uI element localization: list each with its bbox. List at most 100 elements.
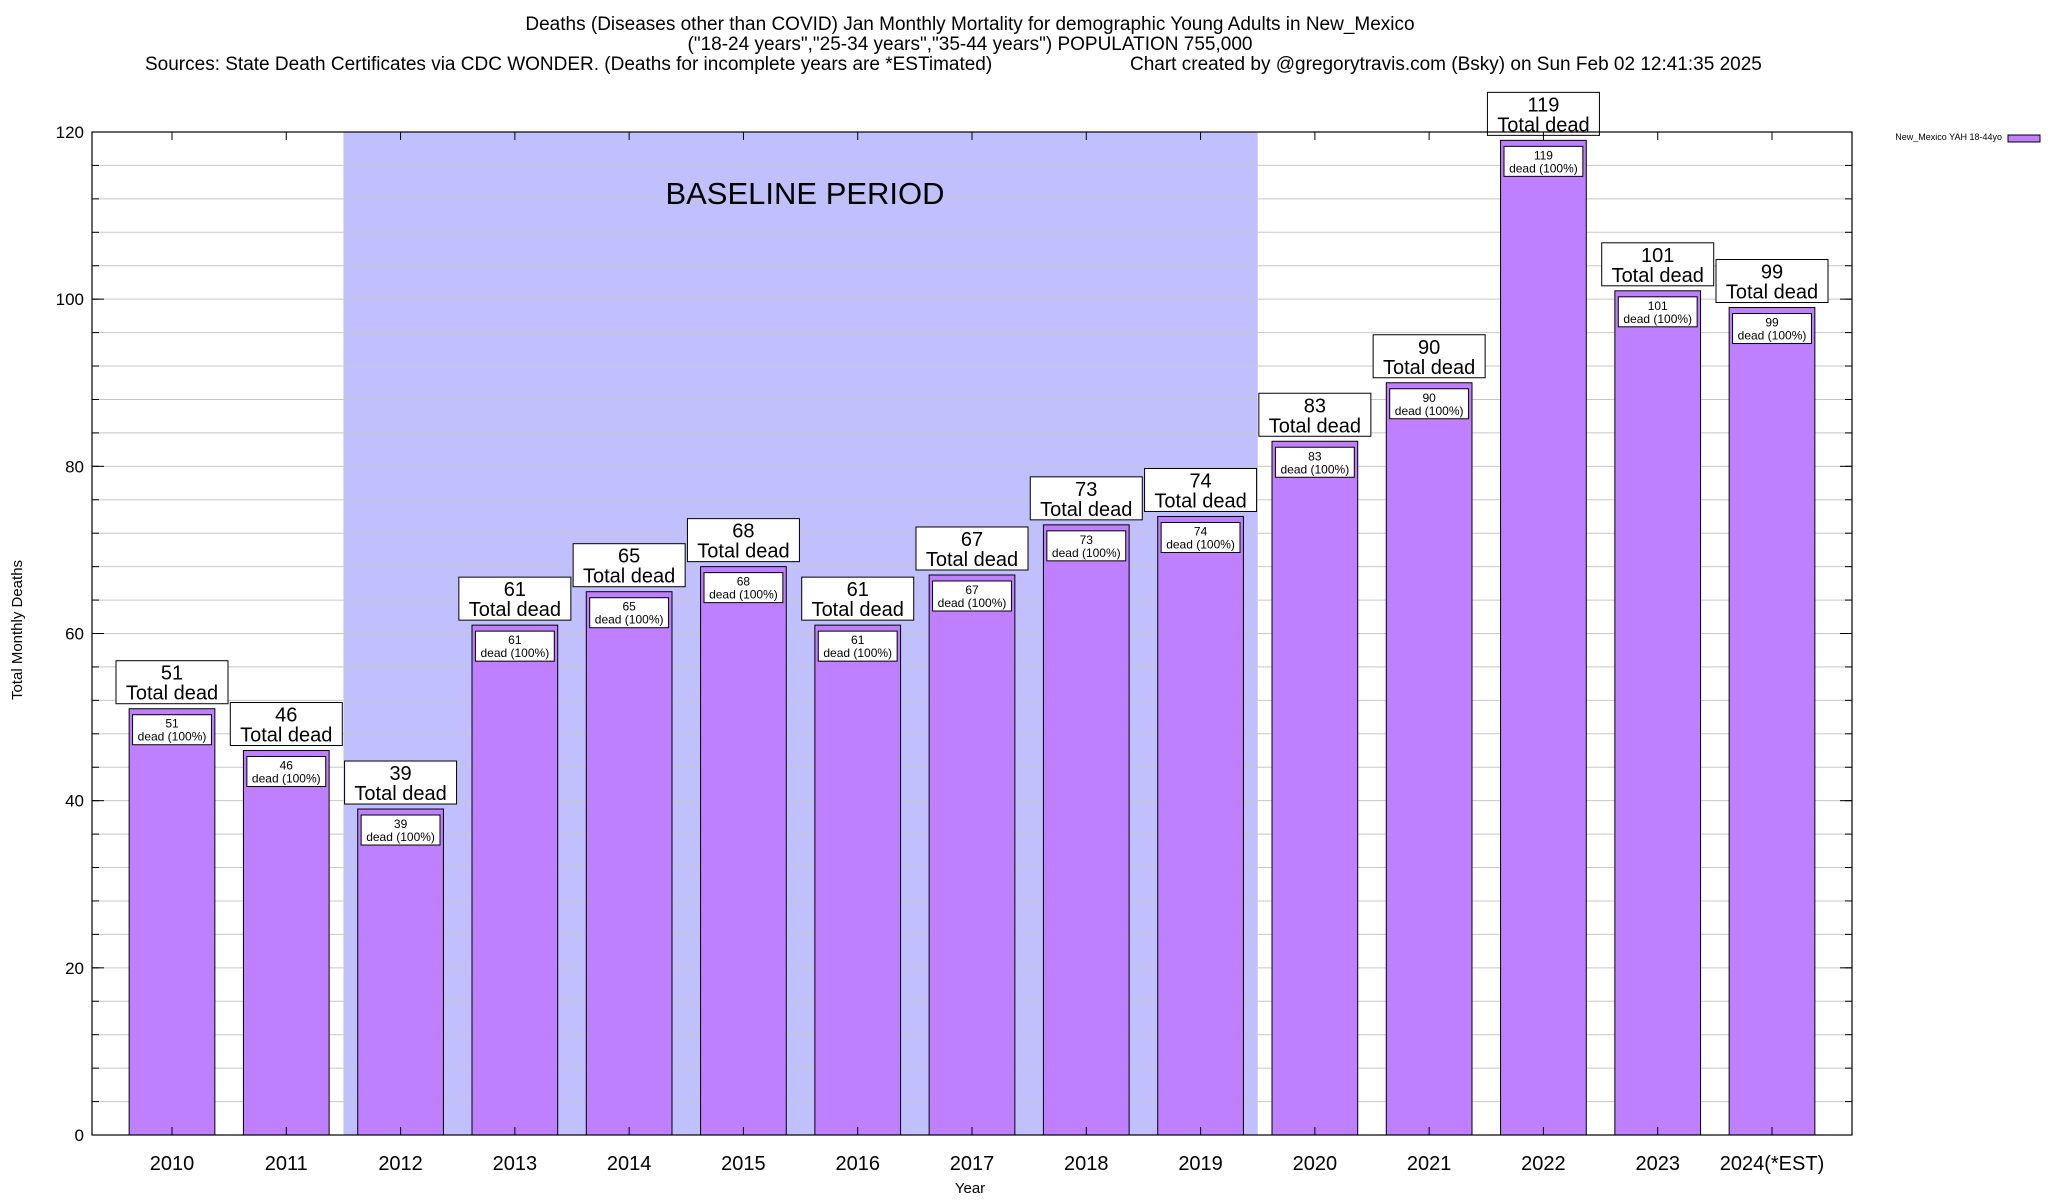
bar-inner-value: 61 xyxy=(851,633,865,647)
bar-total-value: 99 xyxy=(1761,262,1783,284)
bar-total-value: 90 xyxy=(1418,337,1440,359)
bar-inner-value: 39 xyxy=(394,817,408,831)
x-tick-label: 2012 xyxy=(378,1153,423,1175)
bar-inner-label: dead (100%) xyxy=(1166,537,1235,551)
x-tick-label: 2016 xyxy=(835,1153,880,1175)
bar-inner-value: 67 xyxy=(965,583,979,597)
bar-inner-label: dead (100%) xyxy=(938,596,1007,610)
bar xyxy=(1500,139,1587,1136)
bar-total-label: Total dead xyxy=(697,541,789,563)
bar-inner-label-box xyxy=(589,597,670,629)
bar xyxy=(1157,515,1244,1136)
bar-inner-label: dead (100%) xyxy=(366,830,435,844)
bar-inner-value: 74 xyxy=(1194,524,1208,538)
bar-inner-label-box xyxy=(246,756,327,788)
bar-total-value: 61 xyxy=(847,579,869,601)
bar-total-label: Total dead xyxy=(1269,415,1361,437)
bar-total-value: 51 xyxy=(161,663,183,685)
bar-total-label-box xyxy=(1486,91,1600,136)
bar-inner-label-box xyxy=(932,580,1012,612)
bar-total-label: Total dead xyxy=(469,599,561,621)
bar-inner-label: dead (100%) xyxy=(823,646,892,660)
bar xyxy=(1385,382,1473,1136)
x-tick-label: 2022 xyxy=(1521,1153,1566,1175)
bar xyxy=(1042,524,1130,1136)
bar-total-value: 73 xyxy=(1075,479,1097,501)
bar-inner-label: dead (100%) xyxy=(252,772,321,786)
bar-total-label-box xyxy=(572,543,686,588)
x-tick-label: 2017 xyxy=(950,1153,995,1175)
bar-total-value: 46 xyxy=(275,705,297,727)
bar-inner-label-box xyxy=(1389,388,1470,420)
bar-inner-label: dead (100%) xyxy=(1052,546,1121,560)
bar-total-label-box xyxy=(915,526,1029,571)
bar xyxy=(1271,440,1359,1136)
bar-total-label-box xyxy=(1029,476,1143,521)
bar-inner-label-box xyxy=(1160,521,1241,553)
bar-total-value: 74 xyxy=(1189,470,1211,492)
bar-total-value: 39 xyxy=(389,763,411,785)
bar-total-value: 119 xyxy=(1527,94,1559,116)
x-tick-label: 2015 xyxy=(721,1153,766,1175)
bar-inner-value: 90 xyxy=(1422,391,1436,405)
bar-inner-label: dead (100%) xyxy=(1395,404,1464,418)
x-axis-label: Year xyxy=(955,1180,985,1197)
bar-total-label: Total dead xyxy=(926,549,1018,571)
y-tick-label: 20 xyxy=(65,959,84,978)
bar-inner-label-box xyxy=(1046,530,1127,562)
chart-sources: Sources: State Death Certificates via CD… xyxy=(145,54,992,75)
bar xyxy=(128,708,216,1136)
y-tick-label: 80 xyxy=(65,457,84,476)
axis-layer: 0 20 40 60 80 100 120 2010 2011 2012 2013 2014 2015 2… xyxy=(56,123,1853,1175)
bar-total-label-box xyxy=(458,576,572,621)
bar-total-value: 67 xyxy=(961,529,983,551)
bar-total-value: 65 xyxy=(618,546,640,568)
x-tick-label: 2011 xyxy=(265,1153,308,1175)
bar-total-label: Total dead xyxy=(812,599,904,621)
bar-inner-label: dead (100%) xyxy=(1623,312,1692,326)
bar-inner-label-box xyxy=(1617,296,1698,328)
bar-total-label: Total dead xyxy=(1040,499,1132,521)
y-tick-label: 120 xyxy=(56,123,84,142)
bar-total-label: Total dead xyxy=(126,683,218,705)
bar xyxy=(700,566,787,1136)
y-axis-label: Total Monthly Deaths xyxy=(9,560,26,700)
bar-inner-value: 65 xyxy=(622,600,636,614)
bar-total-label-box xyxy=(229,702,343,747)
chart-title-line-2: ("18-24 years","25-34 years","35-44 year… xyxy=(688,34,1253,55)
bar-inner-label: dead (100%) xyxy=(138,730,207,744)
bar xyxy=(1614,290,1702,1136)
bar-inner-value: 61 xyxy=(508,633,522,647)
y-tick-label: 100 xyxy=(56,290,84,309)
bar-total-label: Total dead xyxy=(1726,282,1818,304)
bar-inner-label-box xyxy=(474,630,555,662)
bar-total-value: 61 xyxy=(504,579,526,601)
bar-total-label-box xyxy=(344,760,458,805)
bar-inner-value: 73 xyxy=(1080,533,1094,547)
x-tick-label: 2013 xyxy=(493,1153,538,1175)
bar-inner-label: dead (100%) xyxy=(480,646,549,660)
y-tick-label: 60 xyxy=(65,625,84,644)
bar-total-label: Total dead xyxy=(1154,490,1246,512)
bar xyxy=(928,574,1016,1136)
x-tick-label: 2014 xyxy=(607,1153,652,1175)
bar-total-label: Total dead xyxy=(1612,265,1704,287)
bar-total-value: 101 xyxy=(1641,245,1674,267)
y-tick-label: 0 xyxy=(75,1126,84,1145)
bar-inner-value: 46 xyxy=(280,759,294,773)
x-tick-label: 2020 xyxy=(1293,1153,1338,1175)
bar-inner-value: 119 xyxy=(1534,148,1553,162)
bar xyxy=(471,624,559,1136)
bar-total-label: Total dead xyxy=(583,566,675,588)
bar-total-label-box xyxy=(115,660,229,705)
y-tick-label: 40 xyxy=(65,792,84,811)
bar-inner-label-box xyxy=(817,630,898,662)
bar-total-value: 83 xyxy=(1304,395,1326,417)
x-tick-label: 2010 xyxy=(150,1153,195,1175)
bar-inner-label: dead (100%) xyxy=(1509,161,1578,175)
bar-inner-label-box xyxy=(703,572,784,604)
legend-swatch xyxy=(2007,134,2041,143)
chart-title-line-1: Deaths (Diseases other than COVID) Jan M… xyxy=(525,14,1414,35)
